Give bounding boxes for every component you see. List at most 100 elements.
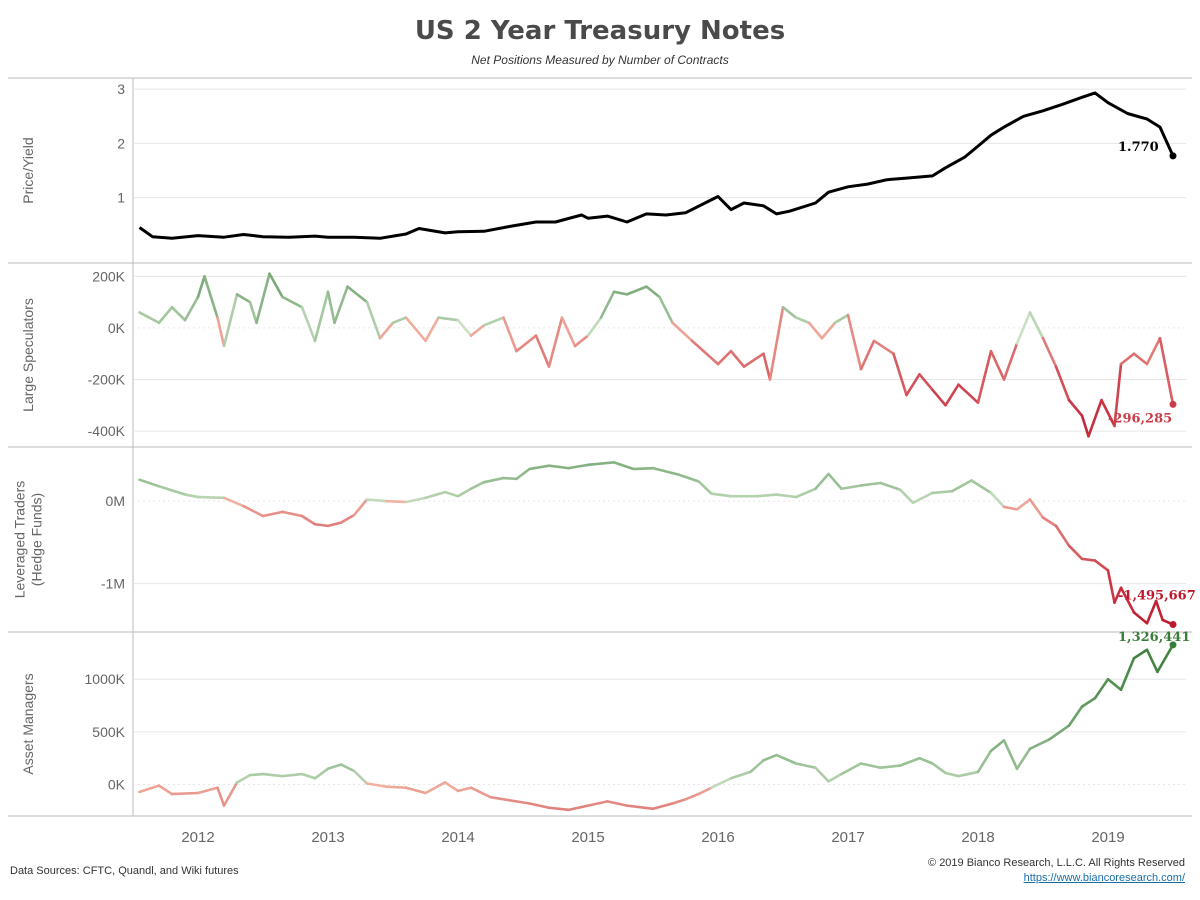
series-line-segment — [697, 786, 713, 796]
series-line-segment — [1132, 352, 1149, 366]
series-line-segment — [586, 800, 609, 807]
series-line-segment — [729, 770, 752, 780]
series-line-segment — [502, 476, 518, 481]
series-line-segment — [944, 383, 960, 407]
series-line-segment — [612, 461, 635, 471]
series-line-segment — [931, 388, 947, 407]
series-line-segment — [222, 781, 239, 807]
series-line-segment — [840, 484, 863, 491]
series-line-segment — [1080, 557, 1097, 562]
series-line-segment — [1093, 559, 1110, 572]
series-line-segment — [1119, 352, 1136, 366]
series-line-segment — [300, 772, 317, 780]
end-value-label: 1.770 — [1118, 140, 1159, 155]
y-tick-label: 3 — [117, 81, 125, 97]
series-line-segment — [547, 806, 570, 812]
series-line-segment — [1080, 696, 1097, 708]
end-value-label: -296,285 — [1108, 411, 1172, 426]
series-line-segment — [391, 316, 408, 325]
series-line-segment — [222, 293, 239, 348]
series-line-segment — [807, 321, 824, 340]
website-link[interactable]: https://www.biancoresearch.com/ — [1023, 872, 1185, 884]
series-line-segment — [586, 461, 616, 467]
series-line-segment — [1028, 311, 1045, 340]
series-line-segment — [872, 339, 895, 356]
series-line-segment — [248, 300, 258, 325]
series-line-segment — [170, 305, 187, 322]
series-line-segment — [859, 762, 882, 770]
series-line-segment — [1002, 342, 1019, 381]
series-line-segment — [1067, 705, 1084, 727]
series-line-segment — [157, 305, 174, 325]
series-line-segment — [671, 798, 687, 805]
series-line-segment — [404, 496, 427, 504]
series-line-segment — [482, 476, 505, 484]
series-line-segment — [469, 324, 486, 337]
series-line-segment — [827, 472, 843, 491]
series-line-segment — [814, 472, 830, 491]
series-line-segment — [261, 772, 284, 778]
series-line-segment — [898, 488, 915, 505]
x-tick-label: 2016 — [701, 829, 734, 846]
series-line-segment — [1002, 505, 1019, 511]
series-line-segment — [749, 759, 765, 774]
y-tick-label: 500K — [92, 724, 125, 740]
series-line-segment — [469, 786, 492, 799]
series-line-segment — [1145, 336, 1162, 366]
series-line-segment — [300, 305, 317, 343]
series-line-segment — [313, 290, 330, 343]
x-tick-label: 2013 — [311, 829, 344, 846]
series-line-segment — [248, 772, 265, 777]
series-line-segment — [281, 295, 304, 309]
series-line-segment — [1048, 724, 1071, 741]
series-line-segment — [989, 739, 1006, 753]
series-line-segment — [235, 773, 252, 784]
y-tick-label: 0K — [108, 320, 126, 336]
series-line-segment — [957, 383, 980, 405]
series-line-segment — [892, 352, 908, 397]
series-line-segment — [515, 334, 538, 353]
series-line-segment — [352, 769, 369, 785]
y-tick-label: 200K — [92, 268, 125, 284]
series-line-segment — [378, 321, 395, 340]
y-tick-label: 0K — [108, 777, 126, 793]
series-line-segment — [690, 339, 720, 366]
end-point-marker — [1169, 400, 1177, 408]
series-line-segment — [547, 316, 564, 368]
series-line-segment — [261, 510, 284, 518]
series-line-segment — [1156, 643, 1175, 674]
series-line-segment — [645, 285, 661, 299]
series-line-segment — [138, 478, 161, 488]
series-line-segment — [1041, 516, 1058, 528]
series-line-segment — [255, 272, 271, 325]
series-line-segment — [313, 522, 330, 528]
series-line-segment — [424, 781, 447, 795]
series-line-segment — [326, 290, 336, 325]
series-line-segment — [905, 373, 921, 397]
series-line-segment — [1145, 599, 1158, 625]
end-point-marker — [1169, 621, 1177, 629]
series-line-segment — [365, 498, 388, 503]
series-line-segment — [781, 305, 798, 319]
series-line-segment — [775, 493, 798, 499]
series-line-segment — [1054, 524, 1071, 547]
series-line-segment — [300, 514, 317, 526]
series-line-segment — [534, 334, 551, 368]
series-line-segment — [970, 479, 993, 495]
series-line-segment — [528, 802, 551, 810]
series-line-segment — [846, 313, 863, 371]
series-line-segment — [976, 349, 993, 405]
chart-subtitle: Net Positions Measured by Number of Cont… — [471, 53, 729, 67]
series-line-segment — [528, 464, 551, 471]
x-tick-label: 2015 — [571, 829, 604, 846]
series-line-segment — [677, 473, 700, 483]
series-line-segment — [437, 316, 460, 322]
series-line-segment — [1132, 611, 1149, 625]
series-line-segment — [833, 313, 850, 325]
series-line-segment — [235, 293, 252, 304]
x-tick-label: 2018 — [961, 829, 994, 846]
series-line-segment — [216, 316, 226, 348]
series-line-segment — [794, 762, 817, 770]
series-line-segment — [931, 762, 947, 775]
y-axis-title: Asset Managers — [20, 673, 36, 774]
